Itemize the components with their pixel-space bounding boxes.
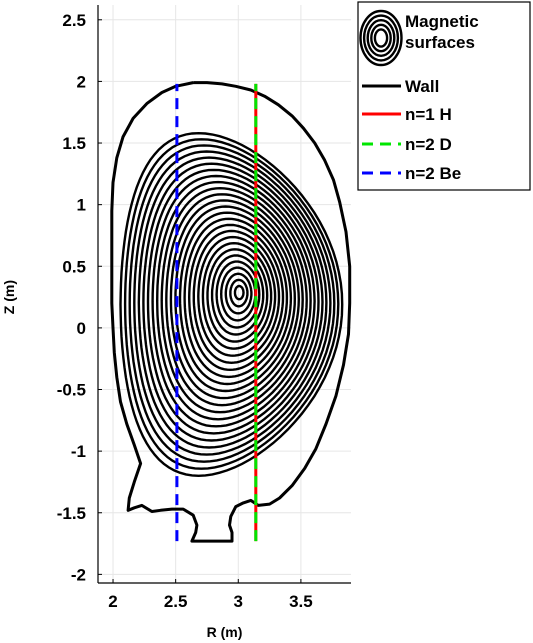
axes bbox=[97, 5, 351, 584]
x-tick-label: 2.5 bbox=[164, 592, 188, 611]
magnetic-surface bbox=[128, 144, 336, 463]
magnetic-surface bbox=[233, 284, 245, 301]
x-tick-label: 3 bbox=[234, 592, 243, 611]
legend-label: n=2 Be bbox=[405, 164, 461, 183]
wall-outline bbox=[110, 81, 352, 543]
grid-lines bbox=[98, 5, 351, 583]
x-tick-label: 2 bbox=[108, 592, 117, 611]
x-tick-labels: 2 2.5 3 3.5 bbox=[108, 592, 312, 611]
y-tick-label: 0 bbox=[77, 319, 86, 338]
magnetic-surface bbox=[224, 272, 253, 315]
legend: Magnetic surfaces Wall n=1 H n=2 D n=2 Be bbox=[357, 1, 531, 191]
magnetic-surface bbox=[210, 254, 265, 336]
magnetic-surface bbox=[206, 248, 269, 343]
magnetic-surface bbox=[146, 168, 320, 435]
y-tick-label: -1 bbox=[71, 442, 86, 461]
magnetic-surface bbox=[137, 156, 328, 449]
y-tick-label: 0.5 bbox=[62, 257, 86, 276]
legend-surface-ring bbox=[362, 14, 400, 62]
legend-label-magnetic-surfaces: Magnetic bbox=[405, 12, 479, 31]
magnetic-surface bbox=[215, 260, 261, 329]
magnetic-surface bbox=[197, 235, 277, 357]
y-tick-label: 2.5 bbox=[62, 11, 86, 30]
magnetic-surface bbox=[123, 138, 340, 470]
y-tick-label: -0.5 bbox=[57, 381, 86, 400]
magnetic-surface bbox=[165, 193, 304, 407]
x-axis-label: R (m) bbox=[207, 624, 243, 640]
magnetic-surface bbox=[142, 162, 324, 442]
x-tick-label: 3.5 bbox=[289, 592, 313, 611]
magnetic-surface bbox=[201, 241, 273, 350]
concentric-ellipses-icon bbox=[359, 9, 403, 67]
legend-label: Wall bbox=[405, 77, 439, 96]
magnetic-surface bbox=[229, 278, 249, 308]
y-tick-label: 1.5 bbox=[62, 134, 86, 153]
chord-lines bbox=[175, 83, 258, 542]
y-tick-label: -1.5 bbox=[57, 504, 86, 523]
magnetic-surface bbox=[219, 266, 257, 322]
legend-label: n=2 D bbox=[405, 135, 452, 154]
magnetic-surfaces bbox=[119, 131, 344, 478]
y-tick-label: -2 bbox=[71, 565, 86, 584]
magnetic-surface bbox=[160, 186, 308, 414]
magnetic-surface bbox=[151, 174, 316, 428]
magnetic-surface bbox=[192, 229, 281, 365]
legend-surface-ring bbox=[370, 23, 392, 53]
legend-label-magnetic-surfaces: surfaces bbox=[405, 33, 475, 52]
y-axis-label: Z (m) bbox=[1, 280, 17, 314]
y-tick-label: 1 bbox=[77, 196, 86, 215]
legend-surface-ring bbox=[373, 28, 389, 48]
y-tick-labels: 2.5 2 1.5 1 0.5 0 -0.5 -1 -1.5 -2 bbox=[57, 11, 86, 585]
magnetic-surface bbox=[155, 180, 312, 421]
legend-surface-ring bbox=[359, 9, 403, 67]
magnetic-surface bbox=[133, 150, 332, 456]
y-tick-label: 2 bbox=[77, 72, 86, 91]
legend-surface-ring bbox=[366, 19, 396, 57]
magnetic-surface bbox=[119, 131, 344, 478]
magnetic-surface bbox=[169, 199, 301, 400]
legend-label: n=1 H bbox=[405, 105, 452, 124]
